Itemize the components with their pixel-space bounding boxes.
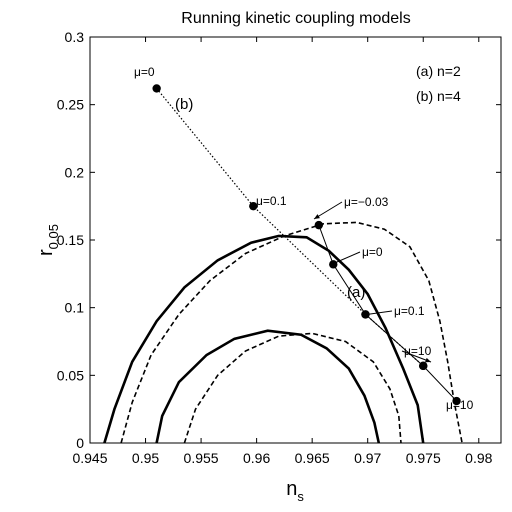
x-axis-label: ns — [286, 478, 304, 504]
series-line-1 — [156, 88, 424, 367]
point-label-s1-1: μ=0.1 — [256, 194, 287, 208]
y-axis-label-main: r — [35, 249, 57, 256]
x-tick-label: 0.965 — [295, 450, 330, 466]
label-arrowhead-s0-1 — [330, 260, 336, 265]
x-tick-label: 0.975 — [406, 450, 441, 466]
contour-solid-0 — [103, 234, 425, 444]
legend-entry-a: (a) n=2 — [416, 63, 461, 79]
point-label-s0-1: μ=0 — [362, 245, 383, 259]
x-axis-label-main: n — [286, 478, 297, 500]
chart-title: Running kinetic coupling models — [181, 10, 410, 27]
series-label-a: (a) — [347, 284, 365, 301]
contour-group — [103, 221, 463, 444]
contour-dashed-3 — [183, 332, 402, 444]
point-label-s0-0: μ=−0.03 — [344, 195, 389, 209]
x-tick-label: 0.955 — [184, 450, 219, 466]
series-line-0 — [318, 224, 457, 402]
x-tick-label: 0.97 — [354, 450, 381, 466]
label-arrowhead-s0-3 — [425, 357, 431, 363]
y-tick-label: 0.2 — [65, 164, 85, 180]
label-arrowhead-s0-2 — [363, 311, 369, 317]
y-axis-label-subscript: 0.05 — [46, 224, 61, 249]
y-tick-label: 0.05 — [57, 367, 84, 383]
point-label-s1-0: μ=0 — [134, 65, 155, 79]
y-tick-label: 0.1 — [65, 300, 85, 316]
y-axis: 0 0.05 0.1 0.15 0.2 0.25 0.3 — [57, 29, 501, 451]
data-point-s1-1 — [249, 201, 258, 211]
x-tick-label: 0.945 — [72, 450, 107, 466]
y-tick-label: 0 — [76, 435, 84, 451]
x-axis: 0.945 0.95 0.955 0.96 0.965 0.97 0.975 0.98 — [72, 37, 493, 466]
label-arrowhead-s0-0 — [314, 214, 320, 219]
x-tick-label: 0.95 — [132, 450, 159, 466]
data-point-s1-3 — [419, 361, 428, 371]
point-annotations: μ=−0.03 μ=0 μ=0.1 μ=10 μ=10 μ=0 μ=0.1 — [134, 65, 474, 412]
y-axis-label: r0.05 — [35, 224, 61, 256]
data-point-s0-0 — [314, 220, 324, 230]
point-label-s0-3: μ=10 — [404, 344, 432, 358]
data-point-s1-0 — [152, 84, 161, 93]
series-label-b: (b) — [175, 96, 193, 113]
contour-solid-1 — [155, 329, 381, 444]
point-label-s0-2: μ=0.1 — [394, 304, 425, 318]
y-tick-label: 0.15 — [57, 232, 84, 248]
x-axis-label-subscript: s — [297, 489, 304, 504]
x-tick-label: 0.98 — [465, 450, 492, 466]
data-point-s0-4 — [452, 396, 461, 406]
x-tick-label: 0.96 — [243, 450, 270, 466]
legend-entry-b: (b) n=4 — [416, 88, 461, 104]
point-label-s0-4: μ=10 — [446, 398, 474, 412]
y-tick-label: 0.25 — [57, 97, 84, 113]
y-tick-label: 0.3 — [65, 29, 85, 45]
